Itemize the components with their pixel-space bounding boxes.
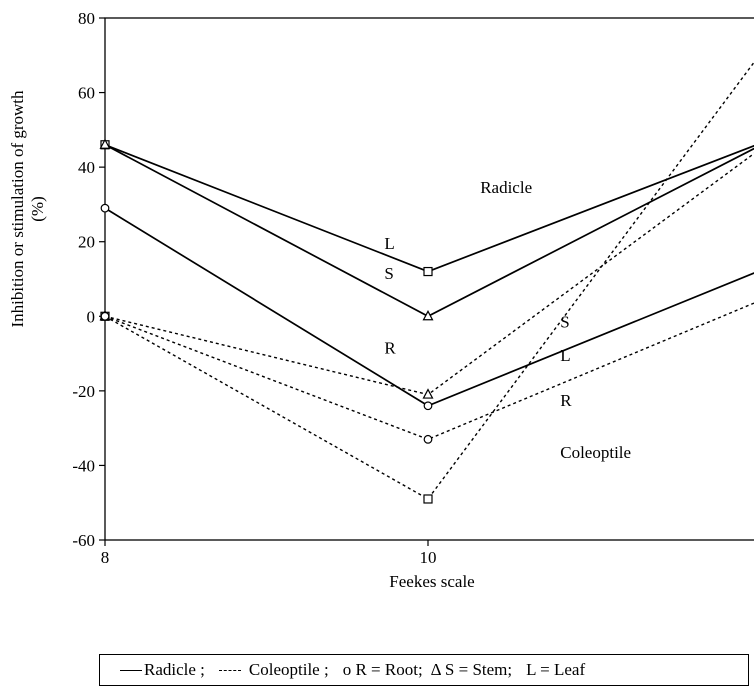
marker-coleoptile-stem-1 — [422, 388, 434, 399]
legend-dashed-line-swatch — [218, 669, 241, 671]
marker-coleoptile-root-1 — [423, 434, 433, 444]
series-line-coleoptile-leaf — [104, 61, 754, 500]
y-tick-label-0: 80 — [78, 9, 95, 28]
series-line-coleoptile-stem — [104, 152, 754, 396]
x-tick-label-1: 10 — [420, 548, 437, 567]
marker-coleoptile-leaf-1 — [423, 494, 433, 504]
series-line-radicle-stem — [104, 144, 754, 318]
marker-radicle-root-0 — [100, 203, 110, 213]
annotation-1: L — [384, 234, 394, 253]
y-tick-label-5: -20 — [72, 382, 95, 401]
plot-frame — [104, 17, 754, 541]
legend: Radicle ; Coleoptile ; o R = Root; Δ S =… — [99, 654, 749, 686]
y-tick-label-3: 20 — [78, 233, 95, 252]
x-tick-label-0: 8 — [101, 548, 110, 567]
series-markers — [99, 138, 434, 504]
legend-leaf-label: L = Leaf — [526, 660, 586, 679]
y-axis-title-line2: (%) — [28, 196, 47, 221]
legend-solid-line-swatch — [120, 669, 142, 671]
series-line-radicle-leaf — [104, 143, 754, 273]
marker-coleoptile-root-0 — [100, 311, 110, 321]
series-line-radicle-root — [104, 207, 754, 407]
y-tick-label-7: -60 — [72, 531, 95, 550]
annotation-3: R — [384, 339, 396, 358]
y-tick-label-1: 60 — [78, 84, 95, 103]
y-axis-title-line1: Inhibition or stimulation of growth — [8, 90, 27, 328]
annotation-5: L — [560, 346, 570, 365]
annotation-7: Coleoptile — [560, 443, 631, 462]
annotation-2: S — [384, 264, 393, 283]
y-tick-label-6: -40 — [72, 456, 95, 475]
legend-root-label: o R = Root; — [342, 660, 423, 679]
marker-radicle-stem-1 — [422, 310, 434, 321]
annotation-6: R — [560, 391, 572, 410]
series-lines — [104, 61, 754, 500]
y-tick-label-2: 40 — [78, 158, 95, 177]
legend-radicle-label: Radicle ; — [144, 660, 205, 679]
legend-stem-label: Δ S = Stem; — [430, 660, 513, 679]
annotation-4: S — [560, 312, 569, 331]
marker-radicle-stem-0 — [99, 138, 111, 149]
legend-coleoptile-label: Coleoptile ; — [248, 660, 329, 679]
annotation-0: Radicle — [480, 178, 532, 197]
y-tick-label-4: 0 — [87, 307, 96, 326]
x-axis-title: Feekes scale — [389, 572, 474, 591]
marker-radicle-root-1 — [423, 401, 433, 411]
chart-text: Feekes scale Inhibition or stimulation o… — [8, 90, 631, 591]
series-line-coleoptile-root — [104, 302, 754, 441]
marker-radicle-leaf-1 — [423, 266, 433, 277]
